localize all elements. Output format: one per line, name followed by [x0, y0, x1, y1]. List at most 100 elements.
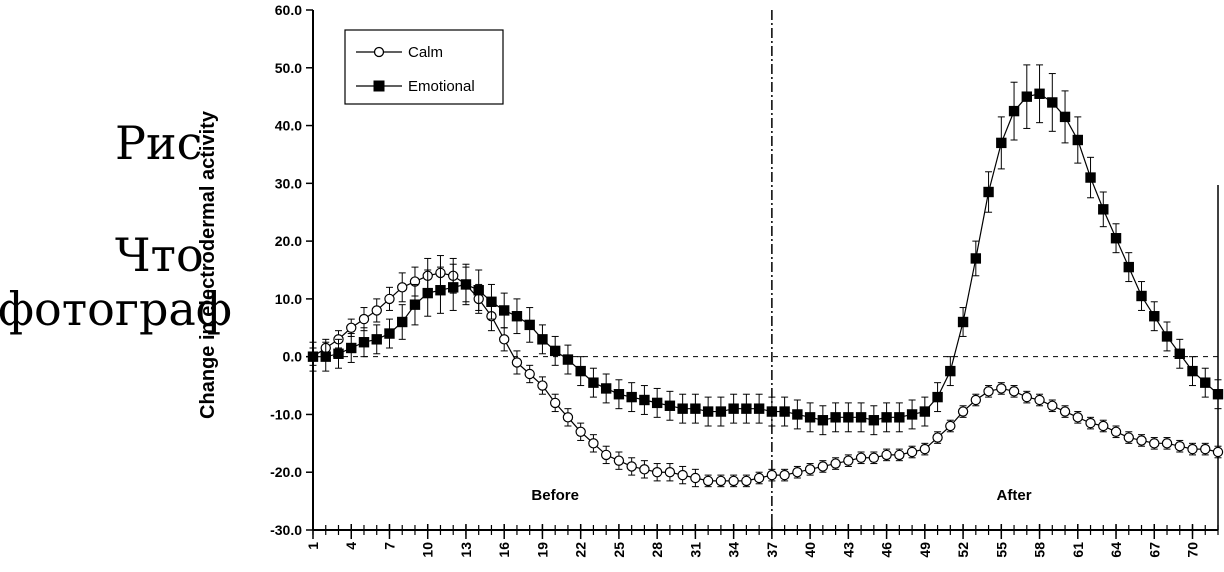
data-point [855, 412, 867, 423]
data-point [1123, 432, 1134, 443]
data-point [957, 316, 969, 328]
data-point [397, 316, 408, 328]
background-text-line-3: фотограф [0, 282, 232, 336]
data-point [486, 296, 497, 307]
x-tick-label: 34 [726, 542, 742, 558]
data-point [498, 305, 510, 316]
y-tick-label: -10.0 [270, 406, 302, 422]
data-point [1059, 406, 1071, 417]
data-point [397, 282, 408, 293]
data-point [371, 305, 382, 316]
series-layer [307, 64, 1224, 488]
data-point [1008, 105, 1020, 117]
series-emotional [307, 64, 1224, 436]
data-point [792, 409, 803, 420]
data-point [549, 397, 561, 409]
x-tick-label: 64 [1108, 542, 1124, 558]
x-tick-label: 61 [1070, 542, 1086, 558]
x-tick-label: 37 [764, 542, 780, 558]
data-point [1212, 389, 1224, 400]
data-point [1110, 233, 1122, 244]
data-point [983, 186, 994, 198]
data-point [804, 464, 816, 475]
y-axis-title: Change in electrodermal activity [197, 110, 219, 419]
data-point [473, 285, 484, 296]
x-tick-label: 43 [840, 542, 856, 558]
data-point [957, 406, 969, 417]
data-point [817, 461, 829, 472]
data-point [741, 403, 752, 414]
data-point [588, 377, 599, 388]
data-point [881, 449, 892, 461]
data-point [1187, 365, 1198, 377]
data-point [919, 406, 931, 417]
region-label-after: After [997, 487, 1032, 504]
data-point [906, 409, 918, 420]
y-tick-label: 10.0 [275, 291, 302, 307]
data-point [524, 368, 535, 380]
x-tick-label: 49 [917, 542, 933, 558]
data-point [524, 319, 535, 331]
data-point [384, 293, 395, 305]
region-label-before: Before [531, 487, 579, 504]
y-tick-label: 40.0 [275, 118, 302, 134]
data-point [422, 287, 433, 299]
data-point [537, 380, 548, 391]
data-point [358, 337, 370, 348]
x-tick-label: 16 [496, 542, 512, 558]
y-tick-label: 20.0 [275, 233, 302, 249]
data-point [894, 449, 905, 461]
data-point [1149, 438, 1160, 449]
axes: -30.0 -20.0 -10.0 0.0 10.0 20.0 30.0 40.0 50.0 60… [270, 2, 1219, 558]
data-point [945, 365, 956, 377]
x-tick-label: 46 [879, 542, 895, 558]
data-point [307, 351, 319, 362]
data-point [996, 137, 1007, 149]
data-point [600, 383, 612, 394]
data-point [1072, 412, 1083, 423]
data-point [1072, 134, 1083, 146]
data-point [1200, 377, 1211, 388]
data-point [1136, 435, 1147, 446]
data-point [702, 475, 714, 487]
data-point [715, 475, 727, 487]
data-point [919, 443, 931, 455]
data-point [1212, 446, 1224, 458]
data-point [1161, 331, 1173, 342]
data-point [1161, 438, 1173, 449]
y-tick-label: 50.0 [275, 60, 302, 76]
data-point [843, 412, 854, 423]
data-point [651, 397, 663, 409]
x-tick-label: 22 [573, 542, 589, 558]
data-point [664, 467, 676, 478]
data-point [333, 348, 344, 359]
data-point [639, 394, 650, 406]
data-point [983, 386, 994, 397]
data-point [1149, 311, 1160, 322]
data-point [970, 253, 982, 264]
data-point [996, 383, 1007, 394]
data-point [1034, 88, 1045, 99]
data-point [1174, 348, 1185, 359]
data-point [741, 475, 752, 487]
data-point [384, 328, 395, 339]
data-point [970, 394, 982, 406]
reference-lines [313, 10, 1218, 530]
x-tick-label: 13 [458, 542, 474, 558]
data-point [358, 313, 370, 325]
data-point [906, 446, 918, 458]
x-tick-label: 10 [420, 542, 436, 558]
data-point [613, 389, 625, 400]
data-point [1059, 111, 1071, 123]
data-point [409, 299, 421, 310]
data-point [575, 365, 586, 377]
data-point [690, 403, 701, 414]
data-point [881, 412, 892, 423]
legend-calm-label: Calm [408, 44, 443, 61]
data-point [537, 334, 548, 345]
region-labels: Before After [531, 487, 1031, 504]
x-tick-label: 1 [305, 542, 321, 550]
data-point [1085, 417, 1096, 429]
data-point [320, 351, 331, 362]
